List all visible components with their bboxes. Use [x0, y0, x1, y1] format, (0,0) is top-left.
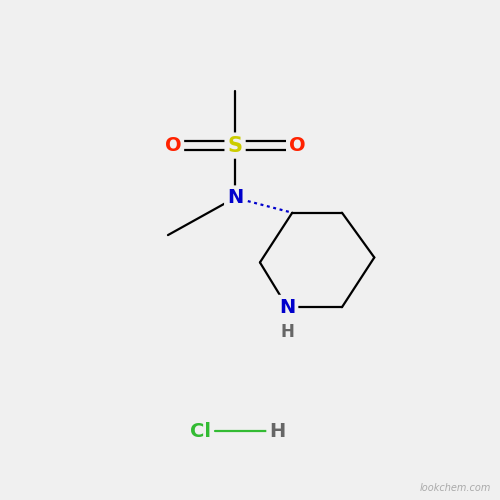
Text: lookchem.com: lookchem.com [420, 482, 491, 492]
Text: O: O [164, 136, 181, 155]
Text: Cl: Cl [190, 422, 211, 441]
Text: N: N [227, 188, 243, 208]
Text: O: O [289, 136, 306, 155]
Text: S: S [228, 136, 242, 156]
Text: H: H [280, 323, 294, 341]
Text: N: N [279, 298, 295, 316]
Text: H: H [269, 422, 285, 441]
